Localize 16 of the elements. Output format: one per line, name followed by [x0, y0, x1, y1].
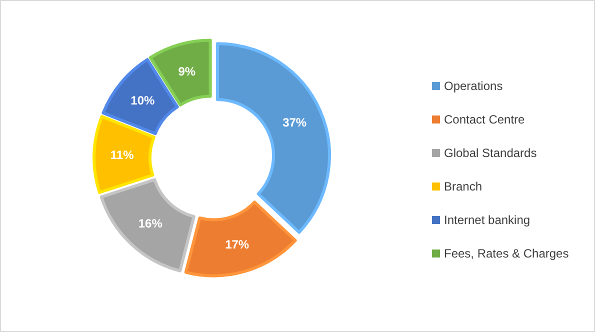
donut-slice	[92, 115, 156, 194]
donut-slice	[100, 178, 196, 272]
legend-label: Branch	[444, 180, 482, 194]
donut-slice	[184, 200, 297, 278]
data-label: 16%	[138, 216, 163, 231]
donut-slice	[102, 58, 179, 136]
legend-label: Contact Centre	[444, 112, 526, 126]
data-label: 37%	[282, 115, 307, 130]
data-label: 9%	[178, 64, 196, 79]
data-label: 17%	[225, 237, 250, 252]
legend-label: Internet banking	[444, 213, 530, 227]
data-label: 10%	[130, 94, 155, 108]
legend-label: Global Standards	[444, 146, 537, 160]
data-label: 11%	[110, 148, 134, 162]
legend-label: Operations	[444, 79, 503, 93]
legend-label: Fees, Rates & Charges	[444, 246, 569, 260]
